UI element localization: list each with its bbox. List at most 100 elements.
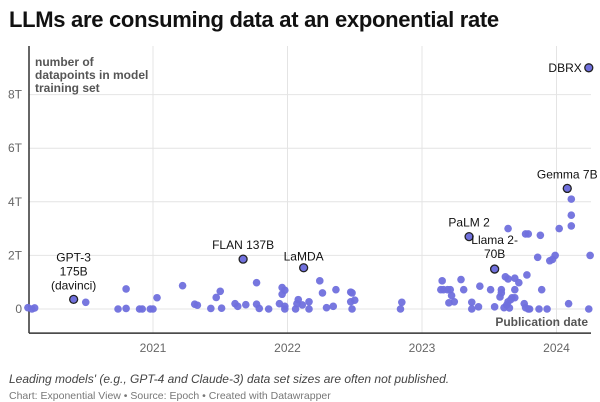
data-point bbox=[329, 302, 338, 311]
data-point bbox=[122, 285, 130, 293]
data-point bbox=[252, 278, 261, 287]
data-point bbox=[504, 224, 512, 233]
chart-note: Leading models' (e.g., GPT-4 and Claude-… bbox=[9, 372, 450, 386]
data-point bbox=[511, 293, 519, 302]
data-point bbox=[305, 297, 313, 306]
point-label: GPT-3 bbox=[56, 250, 91, 264]
data-point bbox=[537, 285, 546, 294]
data-point bbox=[264, 305, 273, 313]
data-point bbox=[446, 285, 455, 294]
data-point bbox=[255, 304, 264, 313]
data-point bbox=[153, 293, 161, 302]
data-point bbox=[457, 275, 465, 284]
data-point bbox=[447, 291, 456, 300]
data-point bbox=[511, 285, 519, 294]
data-point bbox=[318, 289, 327, 297]
data-point bbox=[504, 275, 512, 283]
data-point bbox=[438, 277, 446, 285]
data-point bbox=[348, 289, 356, 297]
data-point bbox=[523, 271, 531, 279]
x-axis-label: Publication date bbox=[495, 315, 588, 329]
highlighted-point bbox=[562, 183, 572, 194]
data-point bbox=[551, 251, 559, 260]
y-tick-label: 2T bbox=[8, 248, 23, 262]
highlighted-point bbox=[298, 263, 309, 273]
point-label: Llama 2- bbox=[471, 233, 518, 247]
data-point bbox=[543, 305, 551, 313]
data-point bbox=[459, 285, 468, 294]
data-point bbox=[138, 305, 147, 313]
point-label: (davinci) bbox=[51, 278, 96, 292]
data-point bbox=[217, 304, 226, 312]
data-point bbox=[555, 224, 563, 233]
data-point bbox=[567, 211, 576, 219]
y-tick-label: 8T bbox=[8, 88, 23, 102]
data-point bbox=[586, 251, 594, 260]
data-point bbox=[535, 305, 543, 313]
y-axis-label: number of bbox=[35, 55, 95, 69]
y-axis-label: training set bbox=[35, 81, 100, 95]
data-point bbox=[490, 303, 499, 311]
data-point bbox=[212, 293, 221, 302]
data-point bbox=[350, 296, 359, 304]
data-point bbox=[233, 302, 242, 311]
point-label: DBRX bbox=[548, 61, 581, 75]
data-point bbox=[322, 303, 331, 312]
data-point bbox=[298, 301, 307, 309]
data-point bbox=[30, 304, 39, 312]
data-point bbox=[315, 277, 324, 285]
data-point bbox=[467, 298, 476, 307]
highlighted-point bbox=[238, 254, 248, 264]
data-point bbox=[396, 305, 405, 313]
data-point bbox=[567, 195, 576, 203]
data-point bbox=[567, 222, 576, 230]
data-point bbox=[525, 305, 534, 313]
data-point bbox=[114, 305, 122, 313]
data-point bbox=[584, 305, 593, 313]
point-label: Gemma 7B bbox=[537, 167, 598, 181]
data-point bbox=[207, 304, 215, 313]
highlighted-point bbox=[68, 294, 79, 305]
data-point bbox=[332, 285, 340, 294]
chart-title: LLMs are consuming data at an exponentia… bbox=[9, 7, 499, 32]
point-label: LaMDA bbox=[284, 250, 324, 264]
point-label: FLAN 137B bbox=[212, 238, 274, 252]
highlighted-point bbox=[489, 264, 500, 274]
data-point bbox=[81, 298, 90, 307]
data-point bbox=[536, 231, 545, 240]
y-tick-label: 6T bbox=[8, 141, 23, 155]
scatter-chart: 2021 2022 2023 2024 0 2T 4T 6T 8T number ofdatapo… bbox=[8, 46, 598, 355]
highlighted-point bbox=[584, 63, 594, 73]
data-point bbox=[445, 299, 453, 307]
data-point bbox=[193, 301, 202, 310]
chart-credit: Chart: Exponential View • Source: Epoch … bbox=[9, 390, 331, 402]
data-point bbox=[505, 304, 514, 312]
highlighted-point bbox=[464, 231, 474, 242]
data-point bbox=[398, 298, 406, 307]
x-tick-label: 2021 bbox=[140, 341, 167, 355]
data-point bbox=[305, 305, 313, 313]
data-point bbox=[216, 287, 225, 296]
data-point bbox=[281, 305, 289, 313]
y-tick-label: 4T bbox=[8, 195, 23, 209]
data-point bbox=[474, 303, 483, 311]
point-label: 175B bbox=[60, 264, 88, 278]
x-tick-label: 2022 bbox=[274, 341, 301, 355]
data-point bbox=[497, 289, 506, 297]
data-point bbox=[524, 230, 533, 238]
point-label: 70B bbox=[484, 247, 505, 261]
data-point bbox=[486, 285, 495, 294]
data-point bbox=[178, 281, 187, 290]
data-point bbox=[533, 253, 542, 262]
y-tick-label: 0 bbox=[15, 302, 22, 316]
x-tick-label: 2023 bbox=[409, 341, 436, 355]
data-point bbox=[564, 299, 573, 308]
point-label: PaLM 2 bbox=[448, 216, 490, 230]
data-point bbox=[242, 300, 250, 309]
data-point bbox=[149, 305, 157, 313]
y-axis-label: datapoints in model bbox=[35, 68, 148, 82]
data-point bbox=[348, 305, 356, 313]
data-point bbox=[476, 282, 484, 291]
data-point bbox=[467, 305, 476, 313]
x-tick-label: 2024 bbox=[543, 341, 570, 355]
